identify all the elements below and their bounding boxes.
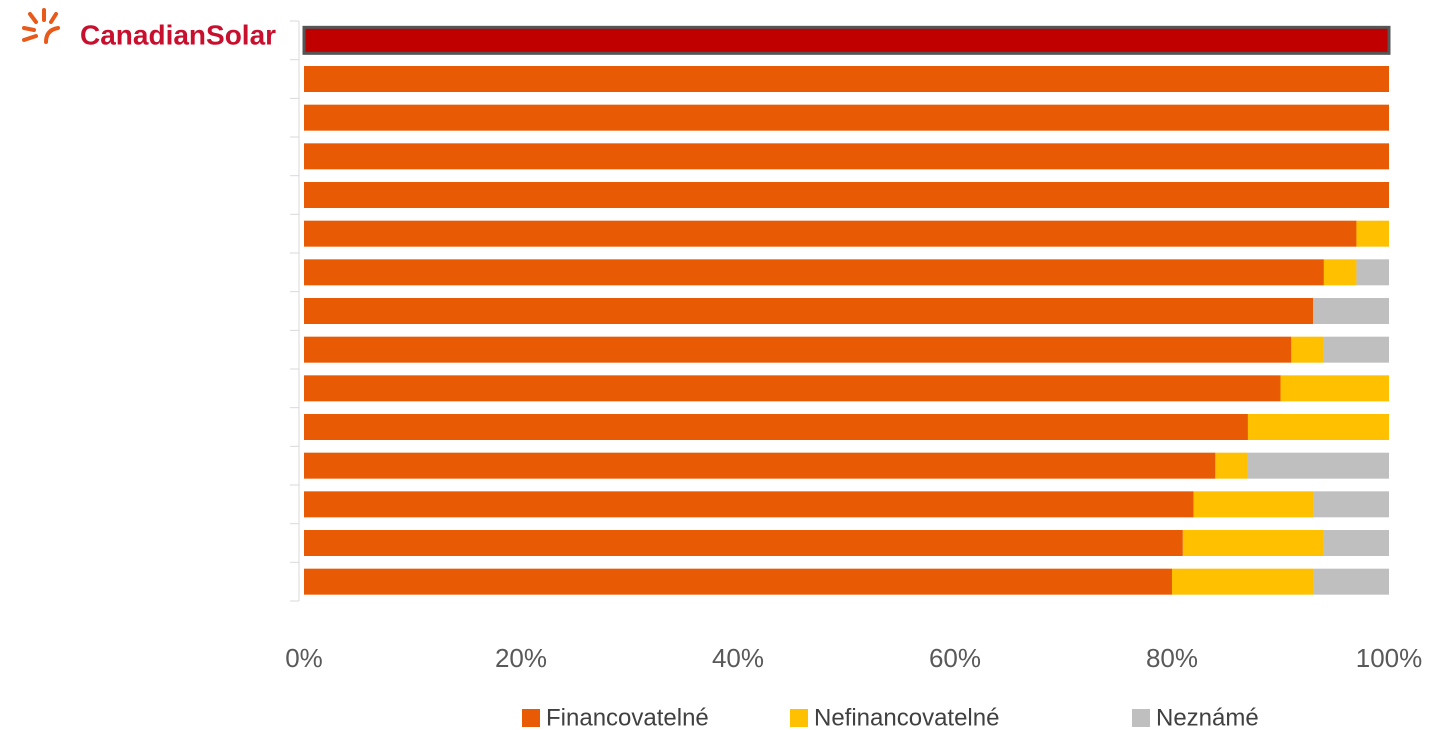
bar-segment <box>1291 336 1324 363</box>
logo-icon <box>22 8 60 44</box>
bar-segment <box>304 259 1324 286</box>
legend-label: Nefinancovatelné <box>814 704 999 730</box>
bar-segment <box>1313 491 1389 518</box>
bar-segment <box>304 220 1357 247</box>
bar-segment <box>304 104 1389 131</box>
legend-swatch <box>522 709 540 727</box>
bar-segment <box>1215 452 1248 479</box>
bar-segment <box>1193 491 1314 518</box>
legend-swatch <box>790 709 808 727</box>
x-tick-label: 0% <box>285 643 323 673</box>
bar-segment <box>1313 298 1389 324</box>
bar-segment <box>304 491 1194 518</box>
x-tick-label: 40% <box>712 643 764 673</box>
bar-segment <box>304 143 1389 170</box>
bar-segment <box>1247 452 1389 479</box>
legend-label: Neznámé <box>1156 704 1259 730</box>
legend-label: Financovatelné <box>546 704 709 730</box>
bar-segment <box>1172 568 1314 595</box>
bar-segment <box>1323 530 1389 556</box>
bar-segment <box>1280 375 1389 402</box>
x-tick-label: 20% <box>495 643 547 673</box>
x-tick-label: 100% <box>1356 643 1423 673</box>
bar-segment <box>304 452 1216 479</box>
logo-text: CanadianSolar <box>80 19 276 50</box>
bar-segment <box>304 336 1292 363</box>
bar-segment <box>302 25 1391 55</box>
bar-segment <box>304 375 1281 402</box>
bar-segment <box>1313 568 1389 595</box>
bar-segment <box>1247 414 1389 440</box>
bar-segment <box>304 530 1183 556</box>
bar-segment <box>304 66 1389 92</box>
bar-segment <box>304 182 1389 208</box>
bar-segment <box>1323 259 1357 286</box>
legend-swatch <box>1132 709 1150 727</box>
bar-segment <box>1182 530 1324 556</box>
bar-segment <box>1356 220 1389 247</box>
bar-segment <box>304 414 1248 440</box>
bar-segment <box>1356 259 1389 286</box>
bar-segment <box>304 298 1314 324</box>
bar-segment <box>304 568 1172 595</box>
x-tick-label: 80% <box>1146 643 1198 673</box>
x-tick-label: 60% <box>929 643 981 673</box>
bar-segment <box>1323 336 1389 363</box>
